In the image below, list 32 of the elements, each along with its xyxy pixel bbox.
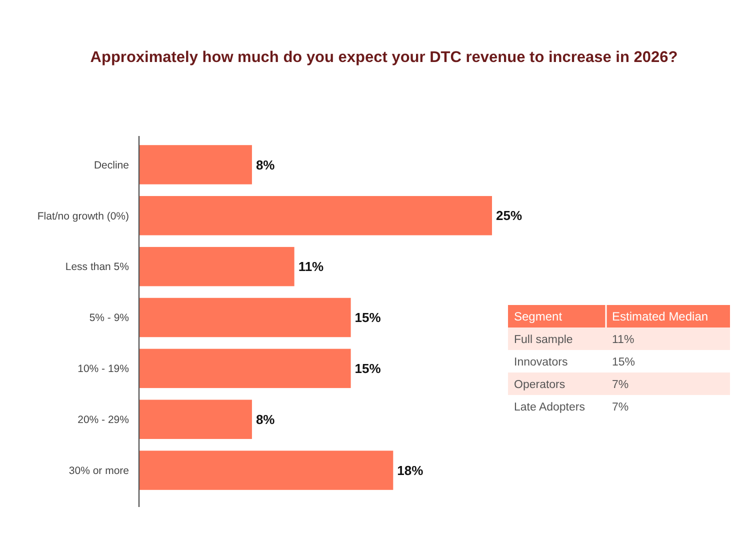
y-tick-label: Less than 5% <box>65 261 129 274</box>
y-tick-label: 5% - 9% <box>89 312 129 324</box>
data-label: 11% <box>298 259 324 274</box>
data-label: 15% <box>354 360 382 376</box>
bar <box>139 298 351 338</box>
data-label: 18% <box>397 462 424 478</box>
bar <box>139 145 252 184</box>
data-label: 25% <box>496 208 522 224</box>
bar <box>139 348 351 388</box>
data-label: 15% <box>354 310 382 326</box>
bar <box>139 450 394 490</box>
category-label: Late Adopters <box>514 401 586 414</box>
y-tick-label: 20% - 29% <box>78 414 129 426</box>
y-tick-label: Flat/no growth (0%) <box>37 210 129 222</box>
text: 7% <box>612 401 629 414</box>
bar <box>139 196 492 236</box>
chart-title: Approximately how much do you expect your DTC revenue to increase in 2026? <box>90 49 678 66</box>
category-label: Operators <box>514 378 566 391</box>
y-tick-label: 10% - 19% <box>78 363 129 376</box>
text: 7% <box>612 378 629 391</box>
y-tick-label: 30% or more <box>68 464 130 477</box>
text: Estimated Median <box>612 309 708 324</box>
y-tick-label: Decline <box>94 159 130 172</box>
bar <box>139 400 252 439</box>
category-label: Innovators <box>514 356 568 368</box>
text: 11% <box>612 334 634 346</box>
bar <box>139 246 294 286</box>
text: 15% <box>612 356 636 368</box>
category-label: Full sample <box>514 334 573 346</box>
data-label: 8% <box>256 412 276 427</box>
data-label: 8% <box>256 157 276 172</box>
text: Segment <box>514 309 563 324</box>
